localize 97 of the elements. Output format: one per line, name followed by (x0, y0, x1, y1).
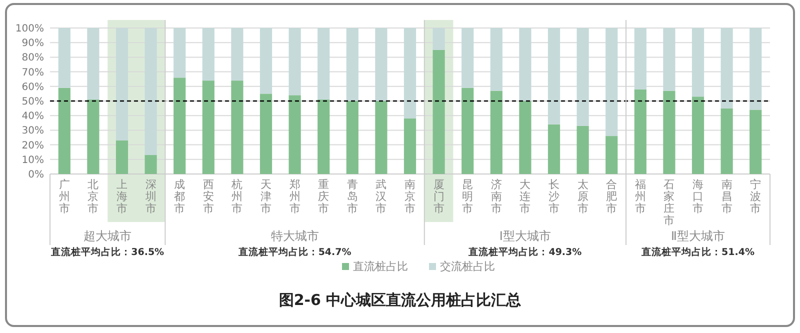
bar (576, 126, 589, 174)
x-tick-label: 大连市 (520, 178, 531, 215)
bar (432, 28, 445, 50)
bar (174, 28, 186, 78)
x-tick-label: 西安市 (202, 178, 214, 215)
x-tick-label: 合肥市 (606, 178, 618, 215)
bar (144, 28, 157, 156)
y-tick-label: 70% (22, 67, 44, 78)
x-tick-label: 石家庄市 (664, 178, 675, 227)
bar (490, 28, 502, 91)
x-tick-label: 海口市 (692, 178, 704, 215)
x-tick-label: 宁波市 (750, 178, 762, 215)
y-tick-label: 20% (22, 140, 44, 152)
bar (606, 136, 618, 174)
x-tick-label: 北京市 (88, 178, 99, 215)
bar (87, 100, 100, 174)
bar (720, 28, 733, 108)
x-tick-label: 太原市 (577, 178, 588, 215)
y-tick-label: 40% (22, 111, 44, 122)
bar (260, 28, 272, 94)
y-tick-label: 0% (28, 170, 44, 180)
bar (260, 94, 272, 174)
x-tick-label: 长沙市 (548, 178, 560, 215)
bar (202, 28, 214, 81)
bar (634, 89, 646, 174)
x-tick-label: 厦门市 (433, 178, 444, 215)
y-tick-label: 90% (22, 38, 44, 50)
bar (663, 90, 676, 174)
bar (318, 100, 330, 174)
bar (318, 28, 330, 100)
x-tick-label: 杭州市 (230, 178, 243, 215)
bar (576, 28, 589, 126)
bar (87, 28, 100, 100)
x-tick-label: 福州市 (634, 178, 646, 215)
bar (404, 118, 416, 174)
bar (346, 28, 358, 101)
y-tick-label: 10% (22, 154, 44, 166)
text: Ⅱ型大城市 (671, 229, 725, 243)
bar (404, 28, 416, 119)
x-tick-label: 天津市 (260, 178, 272, 215)
bar (432, 50, 445, 174)
bar (58, 88, 70, 174)
y-tick-label: 30% (22, 126, 44, 137)
bar (548, 28, 560, 124)
bar (144, 155, 157, 174)
x-tick-label: 武汉市 (376, 178, 387, 215)
bar (462, 88, 474, 174)
legend-label: 直流桩占比 (353, 260, 408, 273)
text: 直流桩平均占比：36.5% (50, 246, 165, 258)
bar (548, 124, 560, 174)
text: 特大城市 (270, 229, 319, 243)
x-tick-label: 深圳市 (144, 178, 156, 215)
bar (692, 96, 704, 174)
bar (375, 101, 388, 174)
bar (58, 28, 70, 88)
x-tick-label: 成都市 (174, 178, 186, 215)
bar (750, 28, 762, 110)
y-tick-label: 80% (22, 52, 44, 64)
bar (202, 80, 214, 174)
bar (288, 28, 301, 96)
bar (519, 101, 532, 174)
bar (462, 28, 474, 88)
bar (231, 28, 244, 81)
bar (490, 90, 502, 174)
bar (288, 95, 301, 174)
y-tick-label: 60% (22, 82, 44, 93)
bar (634, 28, 646, 90)
bar (519, 28, 532, 101)
bar (116, 140, 128, 174)
x-tick-label: 南昌市 (721, 178, 732, 215)
text: 直流桩平均占比：54.7% (237, 246, 352, 258)
x-tick-label: 南京市 (404, 178, 416, 215)
x-tick-label: 济南市 (490, 178, 502, 215)
bar (750, 110, 762, 174)
bar (375, 28, 388, 101)
x-tick-label: 重庆市 (318, 178, 330, 215)
x-tick-label: 广州市 (58, 178, 70, 215)
x-tick-label: 昆明市 (462, 178, 474, 215)
x-tick-label: 郑州市 (289, 178, 300, 215)
bar (606, 28, 618, 136)
text: 超大城市 (84, 229, 132, 243)
bar (663, 28, 676, 91)
bar (692, 28, 704, 97)
bar (346, 101, 358, 174)
text: 直流桩平均占比：49.3% (468, 246, 582, 258)
bar (720, 108, 733, 174)
text: 图2-6 中心城区直流公用桩占比汇总 (278, 291, 522, 309)
y-tick-label: 50% (22, 96, 44, 108)
bar (174, 78, 186, 174)
text: 直流桩平均占比：51.4% (640, 246, 755, 258)
bar (116, 28, 128, 140)
y-tick-label: 100% (15, 24, 44, 34)
text: Ⅰ型大城市 (499, 229, 551, 243)
x-tick-label: 青岛市 (346, 178, 358, 215)
x-tick-label: 上海市 (116, 178, 128, 215)
bar (231, 80, 244, 174)
legend-label: 交流桩占比 (440, 260, 495, 273)
